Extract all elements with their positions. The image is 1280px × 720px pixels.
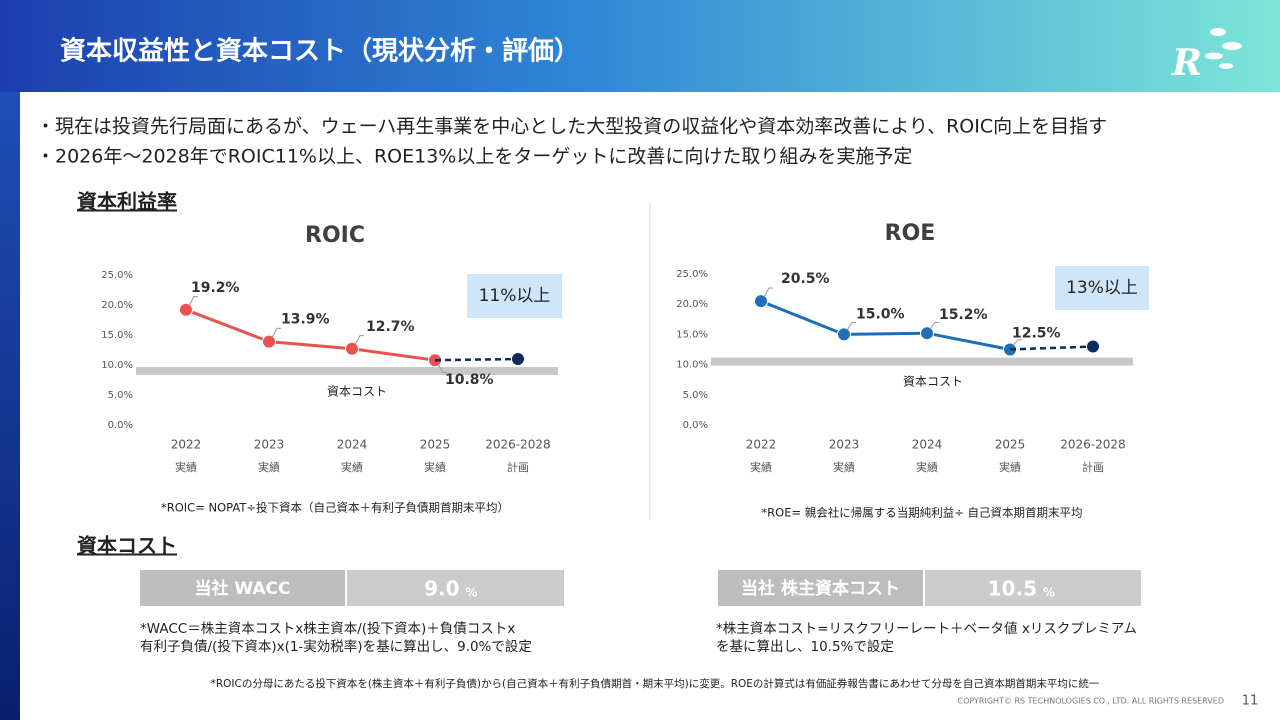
series-line [185,308,436,362]
cost-note: *WACC＝株主資本コストx株主資本/(投下資本)＋負債コストx [140,621,515,637]
x-tick-label: 2024 [912,438,943,452]
formula-note: *ROIC= NOPAT÷投下資本（自己資本＋有利子負債期首期末平均） [161,501,509,515]
target-label: 13%以上 [1066,278,1138,298]
reference-label: 資本コスト [903,375,963,389]
label-leader [271,327,281,338]
cost-label-cell [718,570,923,606]
data-point [262,334,276,349]
x-tick-label: 2022 [171,438,202,452]
x-tick-label: 2023 [829,438,860,452]
x-tick-note: 実績 [175,460,197,474]
cost-value: 10.5 [988,577,1037,601]
x-tick-note: 計画 [507,460,529,474]
side-stripe [0,92,20,720]
label-leader [929,321,939,330]
x-tick-label: 2022 [746,438,777,452]
data-point [920,326,934,341]
chart-title: ROIC [305,223,365,248]
cost-label: 当社 WACC [194,578,290,599]
data-point [1086,339,1100,354]
data-label: 20.5% [781,271,830,287]
svg-text:R: R [1171,42,1202,84]
y-tick-label: 15.0% [101,330,133,341]
data-label: 10.8% [445,372,494,388]
label-leader [437,363,447,373]
y-tick-label: 0.0% [683,420,708,431]
chart-title: ROE [885,221,936,246]
data-point [754,294,768,309]
x-tick-note: 実績 [750,460,772,474]
data-point [511,352,525,366]
plan-connector [434,357,519,362]
x-tick-note: 実績 [916,460,938,474]
y-tick-label: 10.0% [101,360,133,371]
data-label: 12.5% [1012,326,1061,342]
section-heading: 資本利益率 [77,190,177,214]
data-label: 15.0% [856,306,905,322]
page-number: 11 [1242,694,1259,709]
data-point [345,341,359,356]
y-tick-label: 5.0% [108,390,133,401]
data-point [179,302,193,317]
page-title: 資本収益性と資本コスト（現状分析・評価） [60,36,580,67]
bullet: ・現在は投資先行局面にあるが、ウェーハ再生事業を中心とした大型投資の収益化や資本… [36,116,1107,138]
logo: R [1171,28,1242,84]
label-leader [188,296,198,307]
data-label: 15.2% [939,307,988,323]
y-tick-label: 20.0% [101,300,133,311]
section-heading: 資本コスト [77,534,177,558]
cost-unit: % [466,586,478,600]
formula-note: *ROE= 親会社に帰属する当期純利益÷ 自己資本期首期末平均 [761,506,1082,520]
x-tick-label: 2025 [420,438,451,452]
x-tick-note: 実績 [341,460,363,474]
label-leader [1012,339,1022,346]
y-tick-label: 15.0% [676,329,708,340]
x-tick-label: 2026-2028 [485,438,550,452]
plan-connector [1009,345,1094,351]
target-box [1055,266,1149,310]
label-leader [354,335,364,346]
data-label: 19.2% [191,280,240,296]
cost-note: を基に算出し、10.5%で設定 [716,638,894,655]
y-tick-label: 25.0% [101,270,133,281]
y-tick-label: 0.0% [108,420,133,431]
x-tick-note: 実績 [999,460,1021,474]
target-box [467,274,562,318]
x-tick-note: 実績 [833,460,855,474]
cost-note: 有利子負債/(投下資本)x(1-実効税率)を基に算出し、9.0%で設定 [140,638,532,655]
data-label: 12.7% [366,319,415,335]
y-tick-label: 5.0% [683,390,708,401]
cost-label: 当社 株主資本コスト [741,578,900,599]
label-leader [763,287,773,298]
header-bar [0,0,1280,92]
data-label: 13.9% [281,312,330,328]
x-tick-label: 2023 [254,438,285,452]
label-leader [846,321,856,331]
x-tick-note: 実績 [424,460,446,474]
footnote: *ROICの分母にあたる投下資本を(株主資本＋有利子負債)から(自己資本＋有利子… [211,677,1100,690]
series-line [760,299,1011,351]
x-tick-note: 計画 [1082,460,1104,474]
target-label: 11%以上 [479,286,551,306]
bullet: ・2026年～2028年でROIC11%以上、ROE13%以上をターゲットに改善… [36,146,912,168]
cost-note: *株主資本コスト=リスクフリーレート＋ベータ値 xリスクプレミアム [716,621,1137,637]
x-tick-label: 2026-2028 [1060,438,1125,452]
cost-value-cell [925,570,1141,606]
cost-label-cell [140,570,345,606]
reference-label: 資本コスト [327,385,387,399]
copyright: COPYRIGHT© RS TECHNOLOGIES CO., LTD. ALL… [958,697,1225,706]
x-tick-note: 実績 [258,460,280,474]
y-tick-label: 20.0% [676,299,708,310]
y-tick-label: 25.0% [676,269,708,280]
cost-unit: % [1043,586,1055,600]
cost-value: 9.0 [424,577,459,601]
cost-value-cell [347,570,564,606]
x-tick-label: 2025 [995,438,1026,452]
x-tick-label: 2024 [337,438,368,452]
y-tick-label: 10.0% [676,360,708,371]
data-point [837,327,851,342]
